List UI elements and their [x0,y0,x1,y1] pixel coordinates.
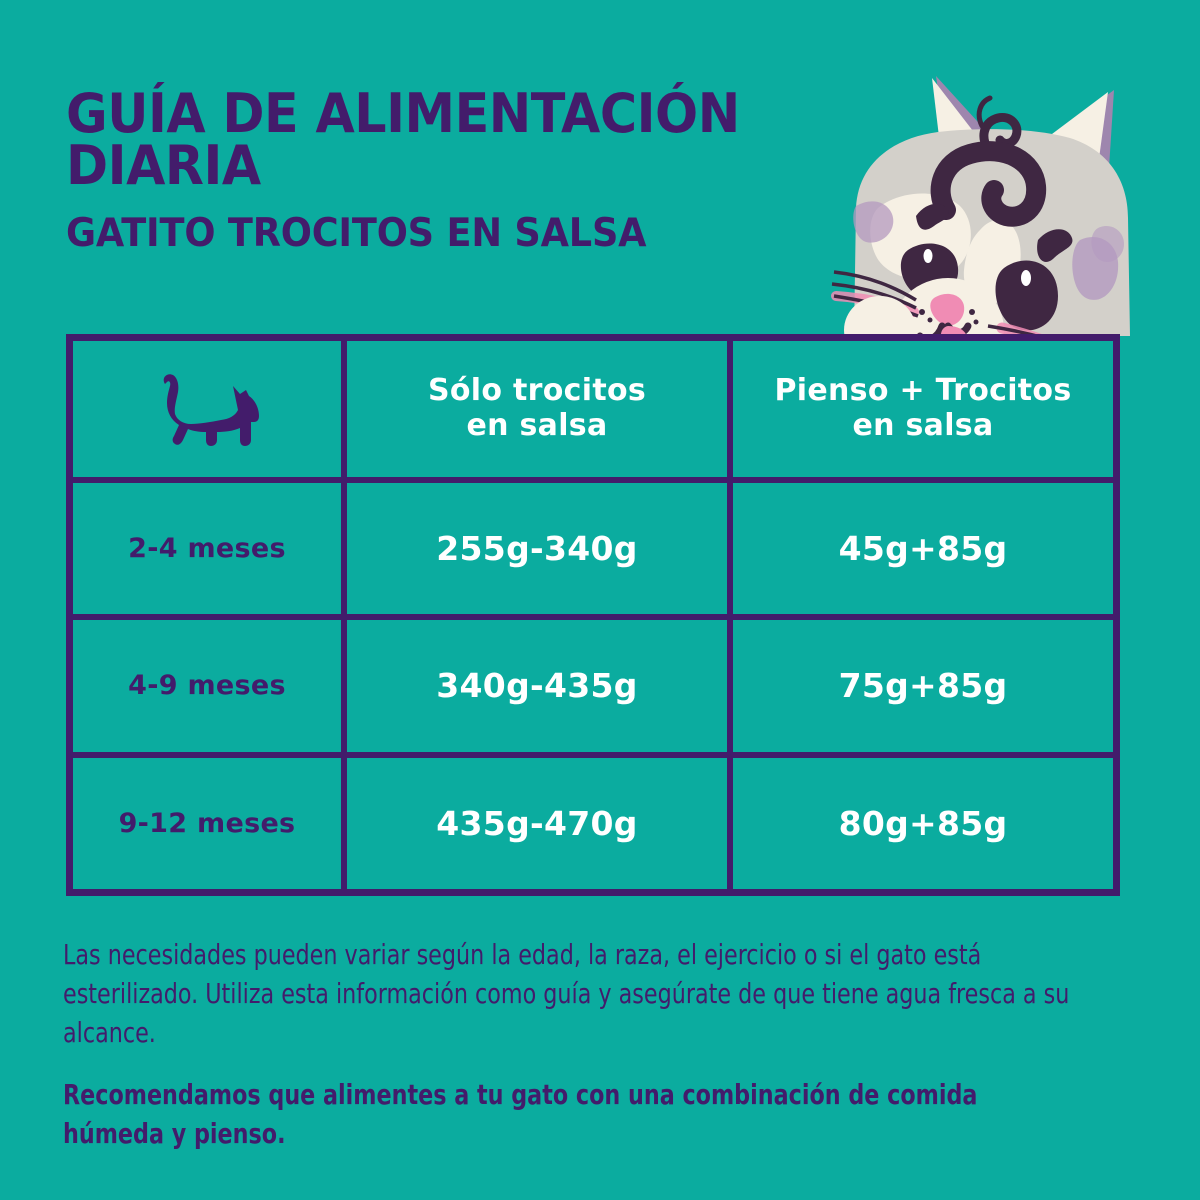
table-header-wet-only: Sólo trocitos en salsa [341,341,727,477]
amount-label: 435g-470g [436,803,638,843]
table-row: 9-12 meses [73,751,341,889]
table-row: 2-4 meses [73,477,341,615]
recommendation-text: Recomendamos que alimentes a tu gato con… [63,1079,978,1151]
amount-label: 75g+85g [838,666,1008,706]
age-range-label: 9-12 meses [118,807,296,839]
age-range-label: 2-4 meses [128,533,286,565]
age-range-label: 4-9 meses [128,670,286,702]
disclaimer-text: Las necesidades pueden variar según la e… [63,939,1070,1050]
table-header-mixed: Pienso + Trocitos en salsa [727,341,1113,477]
table-cell-wet-only: 340g-435g [341,614,727,752]
feeding-table: Sólo trocitos en salsa Pienso + Trocitos… [66,334,1120,896]
table-cell-mixed: 45g+85g [727,477,1113,615]
cat-silhouette-icon [151,370,263,448]
page-subtitle: GATITO TROCITOS EN SALSA [66,210,647,256]
table-cell-mixed: 80g+85g [727,751,1113,889]
page-header: GUÍA DE ALIMENTACIÓN DIARIA GATITO TROCI… [66,82,856,256]
table-cell-mixed: 75g+85g [727,614,1113,752]
table-header-cat-icon-cell [73,341,341,477]
amount-label: 255g-340g [436,529,638,569]
table-row: 4-9 meses [73,614,341,752]
table-cell-wet-only: 435g-470g [341,751,727,889]
column-header-label: Sólo trocitos en salsa [427,373,647,443]
table-cell-wet-only: 255g-340g [341,477,727,615]
amount-label: 45g+85g [838,529,1008,569]
amount-label: 80g+85g [838,803,1008,843]
kitten-peeking-illustration [830,40,1170,382]
column-header-label: Pienso + Trocitos en salsa [774,373,1072,443]
page-title: GUÍA DE ALIMENTACIÓN DIARIA [66,82,740,197]
footer-notes: Las necesidades pueden variar según la e… [63,936,1083,1150]
amount-label: 340g-435g [436,666,638,706]
